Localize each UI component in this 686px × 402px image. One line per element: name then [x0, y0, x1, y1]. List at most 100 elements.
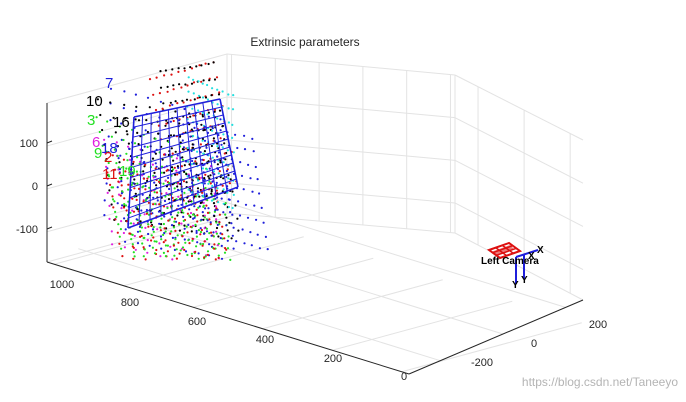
calibration-point: [202, 194, 205, 197]
plane-label: 9: [94, 145, 102, 162]
calibration-point: [189, 189, 192, 192]
calibration-point: [199, 112, 202, 115]
calibration-point: [101, 144, 104, 147]
calibration-point: [134, 192, 137, 195]
calibration-point: [211, 127, 214, 130]
calibration-point: [172, 244, 175, 247]
calibration-point: [197, 257, 200, 260]
calibration-point: [191, 159, 194, 163]
calibration-point: [213, 214, 216, 218]
camera-axis-label: X: [537, 245, 544, 256]
calibration-point: [193, 205, 196, 208]
calibration-point: [133, 234, 136, 238]
calibration-point: [221, 125, 224, 128]
calibration-point: [193, 195, 196, 198]
calibration-point: [216, 145, 219, 148]
grid-line: [454, 74, 584, 141]
calibration-point: [266, 248, 269, 251]
calibration-point: [115, 162, 118, 165]
highlighted-checkerboard-grid: [127, 98, 239, 229]
calibration-point: [187, 239, 190, 242]
calibration-point: [201, 191, 204, 194]
calibration-point: [215, 207, 218, 210]
grid-row-line: [131, 130, 227, 158]
calibration-point: [162, 182, 165, 185]
calibration-point: [171, 152, 174, 155]
calibration-point: [202, 158, 205, 162]
depth-tick-label: 600: [188, 316, 206, 328]
calibration-point: [110, 230, 113, 233]
calibration-point: [227, 174, 230, 177]
camera-mesh-line: [508, 242, 521, 252]
calibration-point: [224, 213, 227, 216]
calibration-point: [171, 216, 174, 219]
calibration-point: [214, 258, 217, 261]
calibration-point: [123, 203, 126, 206]
calibration-point: [182, 211, 185, 214]
calibration-point: [122, 231, 125, 235]
calibration-point: [144, 258, 147, 261]
grid-line: [78, 248, 441, 362]
calibration-point: [251, 137, 254, 140]
calibration-point: [204, 207, 207, 210]
calibration-point: [137, 119, 141, 122]
calibration-point: [225, 175, 228, 178]
chart-title: Extrinsic parameters: [250, 35, 359, 49]
calibration-point: [136, 242, 140, 245]
calibration-point: [212, 231, 215, 234]
calibration-point: [226, 247, 230, 250]
calibration-point: [243, 242, 246, 245]
calibration-point: [234, 133, 237, 136]
calibration-point: [208, 167, 211, 170]
calibration-point: [207, 111, 210, 114]
calibration-point: [258, 192, 261, 195]
calibration-point: [116, 202, 119, 205]
calibration-point: [232, 193, 235, 196]
calibration-point: [209, 182, 212, 185]
calibration-point: [255, 218, 258, 221]
calibration-point: [223, 237, 226, 240]
calibration-point: [181, 246, 185, 249]
calibration-point: [187, 188, 190, 191]
calibration-point: [132, 210, 136, 213]
calibration-point: [212, 61, 215, 64]
calibration-point: [212, 137, 215, 140]
calibration-point: [133, 142, 137, 145]
calibration-point: [170, 224, 174, 227]
calibration-point: [119, 154, 122, 157]
calibration-point: [203, 240, 206, 243]
calibration-point: [186, 84, 189, 87]
calibration-point: [131, 243, 134, 246]
calibration-point: [103, 143, 106, 146]
calibration-point: [190, 230, 193, 233]
calibration-point: [160, 171, 163, 174]
z-tick-label: -100: [16, 224, 38, 236]
calibration-point: [151, 246, 154, 249]
calibration-point: [109, 183, 112, 186]
calibration-point: [216, 223, 219, 226]
calibration-point: [183, 69, 186, 72]
lateral-tick-label: 0: [531, 338, 537, 350]
calibration-point: [155, 240, 158, 243]
calibration-point: [238, 214, 242, 217]
calibration-point: [124, 240, 127, 243]
calibration-point: [228, 221, 231, 224]
calibration-point: [153, 181, 156, 184]
calibration-point: [123, 90, 126, 93]
calibration-point: [120, 122, 123, 125]
calibration-point: [135, 170, 138, 173]
grid-line: [54, 214, 235, 265]
calibration-point: [128, 167, 131, 170]
calibration-points: [95, 61, 269, 261]
calibration-point: [256, 233, 259, 236]
calibration-point: [163, 74, 166, 77]
calibration-point: [264, 235, 267, 238]
calibration-point: [196, 220, 199, 223]
calibration-point: [206, 113, 209, 116]
calibration-point: [190, 252, 193, 255]
calibration-point: [182, 219, 185, 222]
calibration-point: [216, 196, 219, 199]
calibration-point: [153, 252, 157, 255]
calibration-point: [114, 131, 117, 134]
calibration-point: [236, 217, 239, 220]
